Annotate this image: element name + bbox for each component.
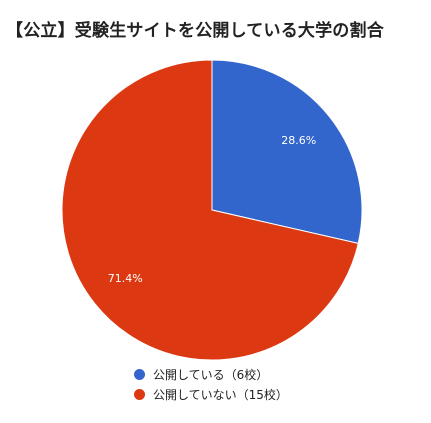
legend-item-published[interactable]: 公開している（6校） xyxy=(134,364,288,384)
legend-swatch-not-published xyxy=(134,388,145,400)
legend-swatch-published xyxy=(134,368,145,380)
legend: 公開している（6校） 公開していない（15校） xyxy=(134,364,288,404)
legend-label-not-published: 公開していない（15校） xyxy=(153,387,288,402)
chart-title: 【公立】受験生サイトを公開している大学の割合 xyxy=(6,21,384,41)
slice-label-not-published: 71.4% xyxy=(108,272,143,285)
legend-label-published: 公開している（6校） xyxy=(153,367,269,382)
legend-item-not-published[interactable]: 公開していない（15校） xyxy=(134,384,288,404)
pie-slice-not-published[interactable] xyxy=(61,59,359,361)
pie-slice-published[interactable] xyxy=(211,59,363,244)
slice-label-published: 28.6% xyxy=(281,134,316,147)
